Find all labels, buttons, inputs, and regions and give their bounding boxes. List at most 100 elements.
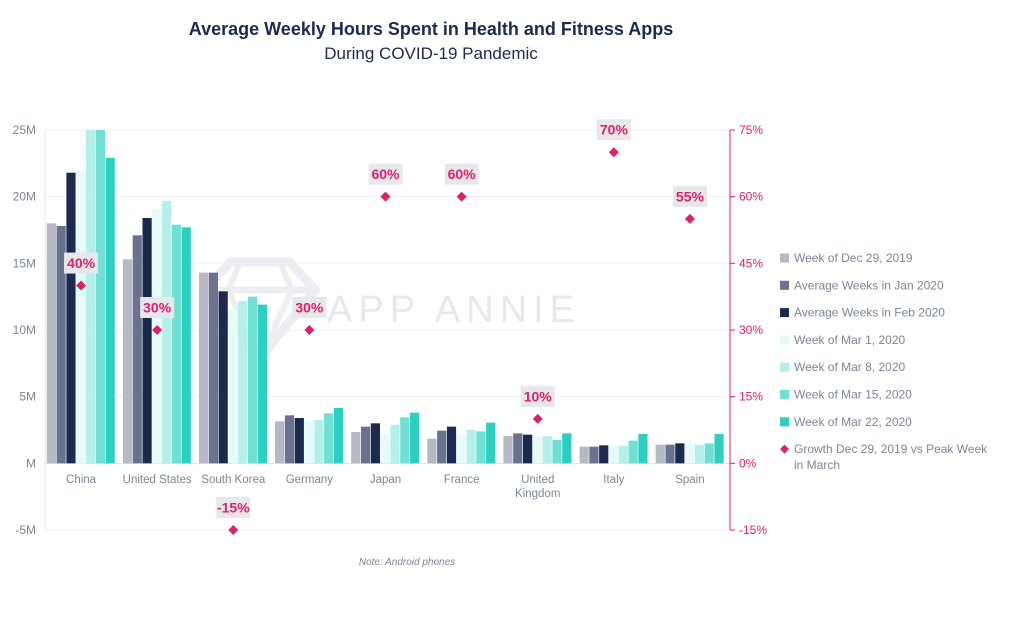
bar xyxy=(208,272,218,464)
legend-swatch xyxy=(780,308,789,318)
bar xyxy=(618,446,628,464)
bar xyxy=(513,433,523,464)
legend-label: Average Weeks in Feb 2020 xyxy=(794,306,945,320)
bar xyxy=(152,208,162,464)
bar xyxy=(704,443,714,464)
y-tick-label: 10M xyxy=(13,323,36,337)
left-axis: 25M 20M 15M 10M 5M M -5M xyxy=(13,123,46,537)
growth-point xyxy=(684,213,695,224)
x-tick-label: Kingdom xyxy=(515,488,560,500)
x-tick-label: United States xyxy=(123,474,192,486)
category-labels: China United States South Korea Germany Japa… xyxy=(66,474,705,500)
bar xyxy=(608,446,619,464)
y2-tick-label: 0% xyxy=(739,456,757,470)
bar xyxy=(562,433,572,464)
legend-swatch xyxy=(780,253,789,263)
watermark-text: APP ANNIE xyxy=(327,289,581,331)
x-tick-label: United xyxy=(521,474,554,486)
growth-label: 30% xyxy=(143,300,172,316)
bar xyxy=(105,158,115,464)
legend-label: Average Weeks in Jan 2020 xyxy=(794,278,944,292)
bar xyxy=(685,444,695,464)
growth-label: -15% xyxy=(217,500,250,516)
bar xyxy=(655,444,665,464)
bar xyxy=(579,446,589,464)
growth-point xyxy=(228,525,239,535)
bar xyxy=(76,171,86,464)
growth-markers: 40% 30% -15% 30% 60% 60% 10% 70% 55% xyxy=(64,119,707,535)
y2-tick-label: 45% xyxy=(739,256,763,270)
bar xyxy=(132,235,142,464)
x-tick-label: France xyxy=(444,474,480,486)
bar xyxy=(380,434,390,464)
bar xyxy=(361,426,371,464)
bar xyxy=(95,130,105,464)
legend-label: Growth Dec 29, 2019 vs Peak Week xyxy=(794,442,988,456)
legend-label: in March xyxy=(794,458,840,472)
bar xyxy=(542,436,552,464)
legend-growth-diamond-icon xyxy=(780,444,789,454)
y2-tick-label: 30% xyxy=(739,323,763,337)
bar xyxy=(284,415,295,464)
growth-label: 40% xyxy=(67,255,96,271)
growth-label: 60% xyxy=(371,166,400,182)
bar xyxy=(638,434,648,464)
bar xyxy=(552,440,562,464)
bar xyxy=(390,424,400,464)
bar xyxy=(351,432,361,464)
bar xyxy=(181,227,191,464)
legend-label: Week of Mar 8, 2020 xyxy=(794,360,905,374)
growth-label-bg xyxy=(368,163,403,185)
growth-label-bg xyxy=(596,119,631,141)
growth-label-bg xyxy=(672,185,707,207)
growth-label-bg xyxy=(520,385,555,407)
x-tick-label: Japan xyxy=(370,474,401,486)
bar xyxy=(275,421,285,464)
chart-note: Note: Android phones xyxy=(359,557,455,568)
bar xyxy=(410,412,420,464)
y2-tick-label: 75% xyxy=(739,123,763,137)
bar xyxy=(46,223,56,464)
bar xyxy=(694,444,705,464)
growth-point xyxy=(76,280,87,291)
bar xyxy=(122,259,133,464)
bar xyxy=(370,423,380,464)
bar xyxy=(486,422,496,464)
growth-label-bg xyxy=(140,297,175,318)
bar xyxy=(66,172,76,464)
bar xyxy=(628,440,638,464)
bar xyxy=(599,445,609,464)
y2-tick-label: -15% xyxy=(739,523,767,537)
legend-swatch xyxy=(780,335,789,345)
growth-point xyxy=(456,191,467,202)
bar xyxy=(314,420,324,464)
growth-point xyxy=(304,325,315,335)
y-tick-label: 25M xyxy=(13,123,36,137)
bar xyxy=(675,443,685,464)
growth-point xyxy=(608,147,619,158)
bar xyxy=(304,420,314,464)
growth-point xyxy=(380,191,391,202)
x-tick-label: China xyxy=(66,474,97,486)
x-tick-label: Spain xyxy=(675,474,704,486)
growth-label: 55% xyxy=(676,188,705,204)
bar xyxy=(56,226,66,464)
bar xyxy=(228,310,238,464)
y-tick-label: 5M xyxy=(19,390,36,404)
growth-label-bg xyxy=(444,163,479,185)
growth-label-bg xyxy=(64,252,99,274)
bar xyxy=(247,296,258,464)
bar xyxy=(589,446,599,464)
chart-title: Average Weekly Hours Spent in Health and… xyxy=(189,19,673,39)
y-tick-label: 15M xyxy=(13,256,36,270)
chart-subtitle: During COVID-19 Pandemic xyxy=(324,44,538,63)
bar xyxy=(532,436,543,464)
legend: Week of Dec 29, 2019 Average Weeks in Jan… xyxy=(780,251,988,472)
bar xyxy=(427,438,437,464)
growth-label-bg xyxy=(292,297,327,318)
growth-label: 10% xyxy=(524,388,553,404)
bar xyxy=(476,431,486,464)
bar xyxy=(142,218,152,464)
legend-label: Week of Mar 1, 2020 xyxy=(794,333,905,347)
